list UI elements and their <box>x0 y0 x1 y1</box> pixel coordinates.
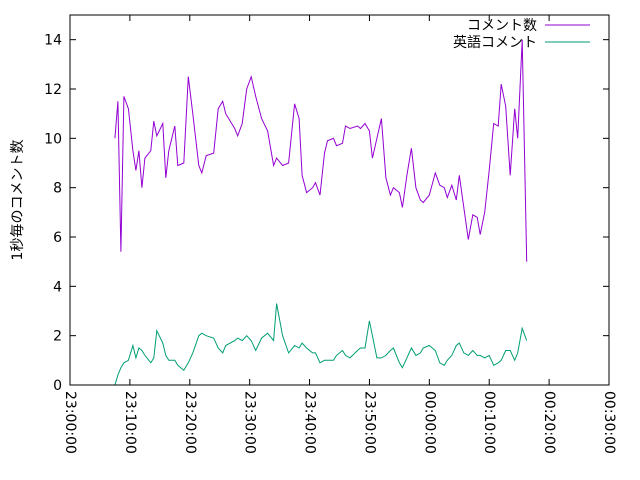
y-tick-label: 0 <box>53 378 62 394</box>
legend-label-2: 英語コメント <box>453 34 537 51</box>
x-tick-label: 23:40:00 <box>302 391 318 454</box>
x-tick-label: 23:50:00 <box>361 391 377 454</box>
series-line-2 <box>114 303 528 386</box>
y-axis: 0 2 4 6 8 10 12 14 <box>44 33 609 394</box>
x-tick-label: 00:30:00 <box>601 391 617 454</box>
y-tick-label: 14 <box>44 33 62 49</box>
series-line-1 <box>114 39 528 262</box>
x-tick-label: 23:10:00 <box>122 391 138 454</box>
x-tick-label: 00:10:00 <box>481 391 497 454</box>
plot-lines <box>114 39 528 386</box>
plot-frame <box>69 14 610 386</box>
x-tick-label: 00:00:00 <box>421 391 437 454</box>
y-tick-label: 12 <box>44 82 62 98</box>
y-tick-label: 10 <box>44 131 62 147</box>
y-tick-label: 2 <box>53 329 62 345</box>
x-tick-label: 23:20:00 <box>182 391 198 454</box>
x-tick-label: 23:00:00 <box>62 391 78 454</box>
legend-label-1: コメント数 <box>467 18 537 34</box>
x-tick-label: 23:30:00 <box>242 391 258 454</box>
y-tick-label: 4 <box>53 279 62 295</box>
y-axis-title: 1秒毎のコメント数 <box>10 140 26 261</box>
x-axis: 23:00:00 23:10:00 23:20:00 23:30:00 23:40:00… <box>62 15 617 454</box>
y-tick-label: 8 <box>53 181 62 197</box>
y-tick-label: 6 <box>53 230 62 246</box>
x-tick-label: 00:20:00 <box>541 391 557 454</box>
